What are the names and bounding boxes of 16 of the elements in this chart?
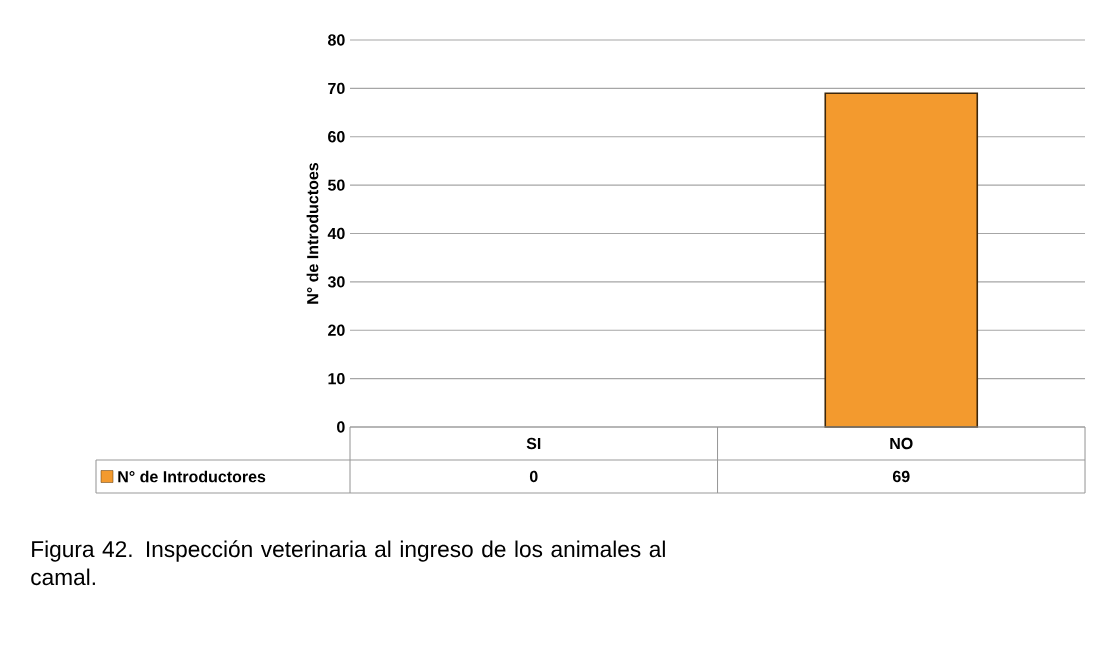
x-tick-label: NO <box>890 437 913 450</box>
y-tick-label: 50 <box>328 179 345 191</box>
legend-label: N° de Introductores <box>118 470 266 483</box>
data-label: 69 <box>892 470 910 483</box>
y-tick-label: 70 <box>328 82 345 95</box>
x-tick-label: SI <box>526 437 541 450</box>
y-tick-label: 60 <box>328 131 345 143</box>
y-tick-label: 40 <box>327 227 345 240</box>
y-axis-title: N° de Introductoes <box>306 162 319 304</box>
y-tick-label: 0 <box>337 421 345 433</box>
data-label: 0 <box>529 470 538 483</box>
y-tick-label: 20 <box>328 324 345 336</box>
y-tick-label: 30 <box>327 276 345 288</box>
text: Figura 42. Inspección veterinaria al ingreso de los animales al camal. <box>31 540 665 586</box>
y-tick-label: 80 <box>328 34 345 46</box>
y-tick-label: 10 <box>328 372 345 385</box>
